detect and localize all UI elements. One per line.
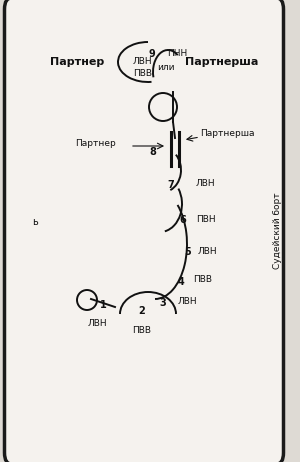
- Text: 6: 6: [180, 215, 186, 225]
- Text: Партнер: Партнер: [75, 140, 116, 148]
- Text: 9: 9: [148, 49, 155, 59]
- Text: Судейский борт: Судейский борт: [274, 193, 283, 269]
- Text: ПВВ: ПВВ: [133, 326, 152, 335]
- Text: Партнерша: Партнерша: [185, 57, 258, 67]
- Text: ПНН: ПНН: [167, 49, 187, 59]
- Text: Партнер: Партнер: [50, 57, 104, 67]
- Text: ь: ь: [32, 217, 38, 227]
- Text: ПВВ: ПВВ: [193, 275, 212, 285]
- Text: 5: 5: [184, 247, 191, 257]
- Text: ЛВН: ЛВН: [196, 180, 216, 188]
- FancyBboxPatch shape: [4, 0, 284, 462]
- Text: 8: 8: [150, 147, 156, 157]
- Text: ЛВН: ЛВН: [87, 319, 107, 328]
- Text: ПВН: ПВН: [196, 214, 216, 224]
- Text: ЛВН: ЛВН: [133, 57, 153, 67]
- Text: ЛВН: ЛВН: [178, 298, 198, 306]
- Text: ЛВН: ЛВН: [198, 248, 218, 256]
- Text: ПВВ: ПВВ: [133, 69, 152, 79]
- Text: 2: 2: [139, 306, 145, 316]
- Text: 4: 4: [178, 277, 184, 287]
- Text: 7: 7: [168, 180, 174, 190]
- Text: 3: 3: [160, 298, 167, 308]
- Text: или: или: [157, 63, 175, 73]
- Text: 1: 1: [100, 300, 106, 310]
- Text: Партнерша: Партнерша: [200, 129, 254, 139]
